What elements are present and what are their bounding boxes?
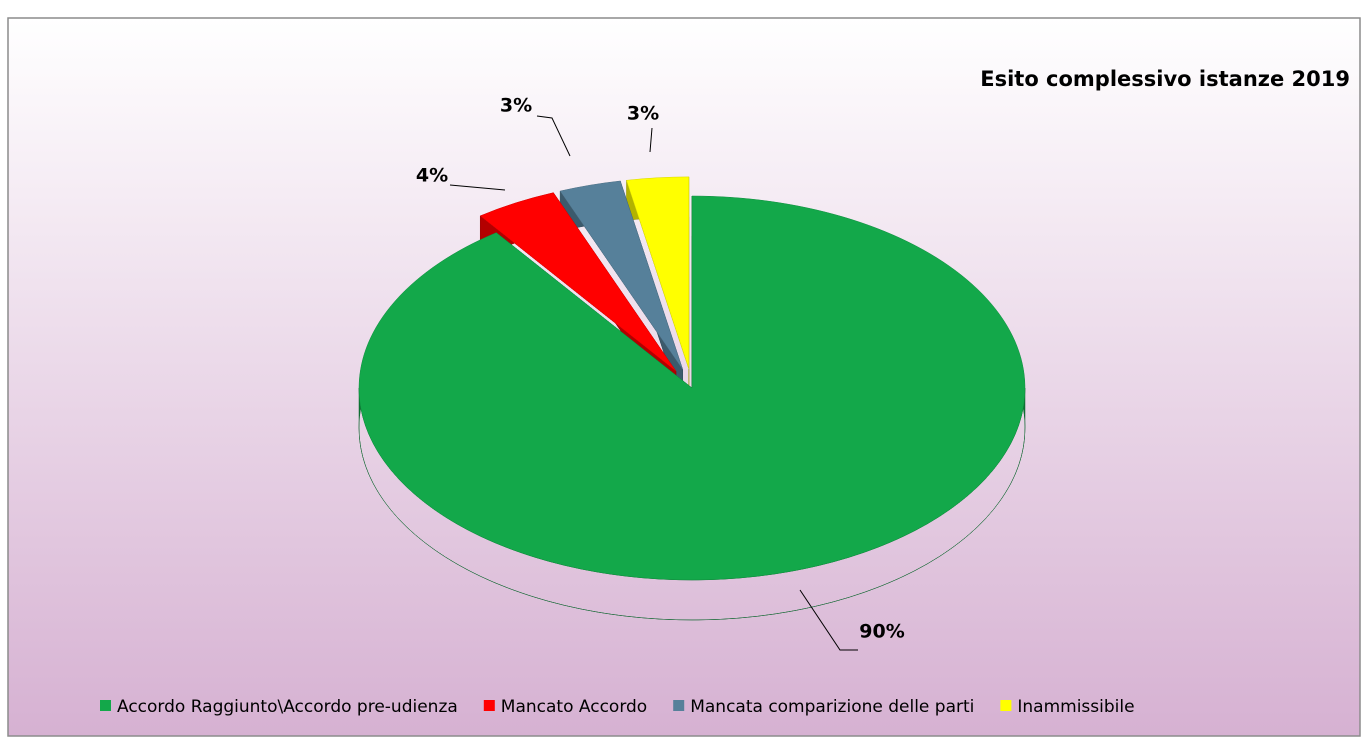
data-label: 4% bbox=[416, 165, 448, 187]
legend-swatch bbox=[1000, 700, 1012, 711]
data-label: 3% bbox=[627, 103, 659, 125]
leader-line bbox=[449, 184, 506, 191]
chart-area bbox=[7, 17, 1361, 737]
legend-label: Accordo Raggiunto\Accordo pre-udienza bbox=[117, 697, 458, 717]
chart-title: Esito complessivo istanze 2019 bbox=[980, 67, 1350, 91]
legend-swatch bbox=[673, 700, 685, 711]
legend-label: Mancata comparizione delle parti bbox=[690, 697, 974, 717]
legend-label: Mancato Accordo bbox=[501, 697, 647, 717]
leader-line bbox=[799, 589, 858, 651]
slice bbox=[358, 195, 1026, 581]
slice bbox=[559, 180, 683, 370]
slice bbox=[479, 192, 677, 372]
legend-swatch bbox=[100, 700, 111, 711]
legend-label: Inammissibile bbox=[1017, 697, 1134, 717]
data-label: 3% bbox=[500, 95, 532, 117]
leader-line bbox=[649, 127, 653, 153]
slice bbox=[626, 176, 690, 369]
data-label: 90% bbox=[859, 621, 904, 643]
legend-swatch bbox=[483, 700, 495, 711]
leader-line bbox=[536, 115, 571, 157]
